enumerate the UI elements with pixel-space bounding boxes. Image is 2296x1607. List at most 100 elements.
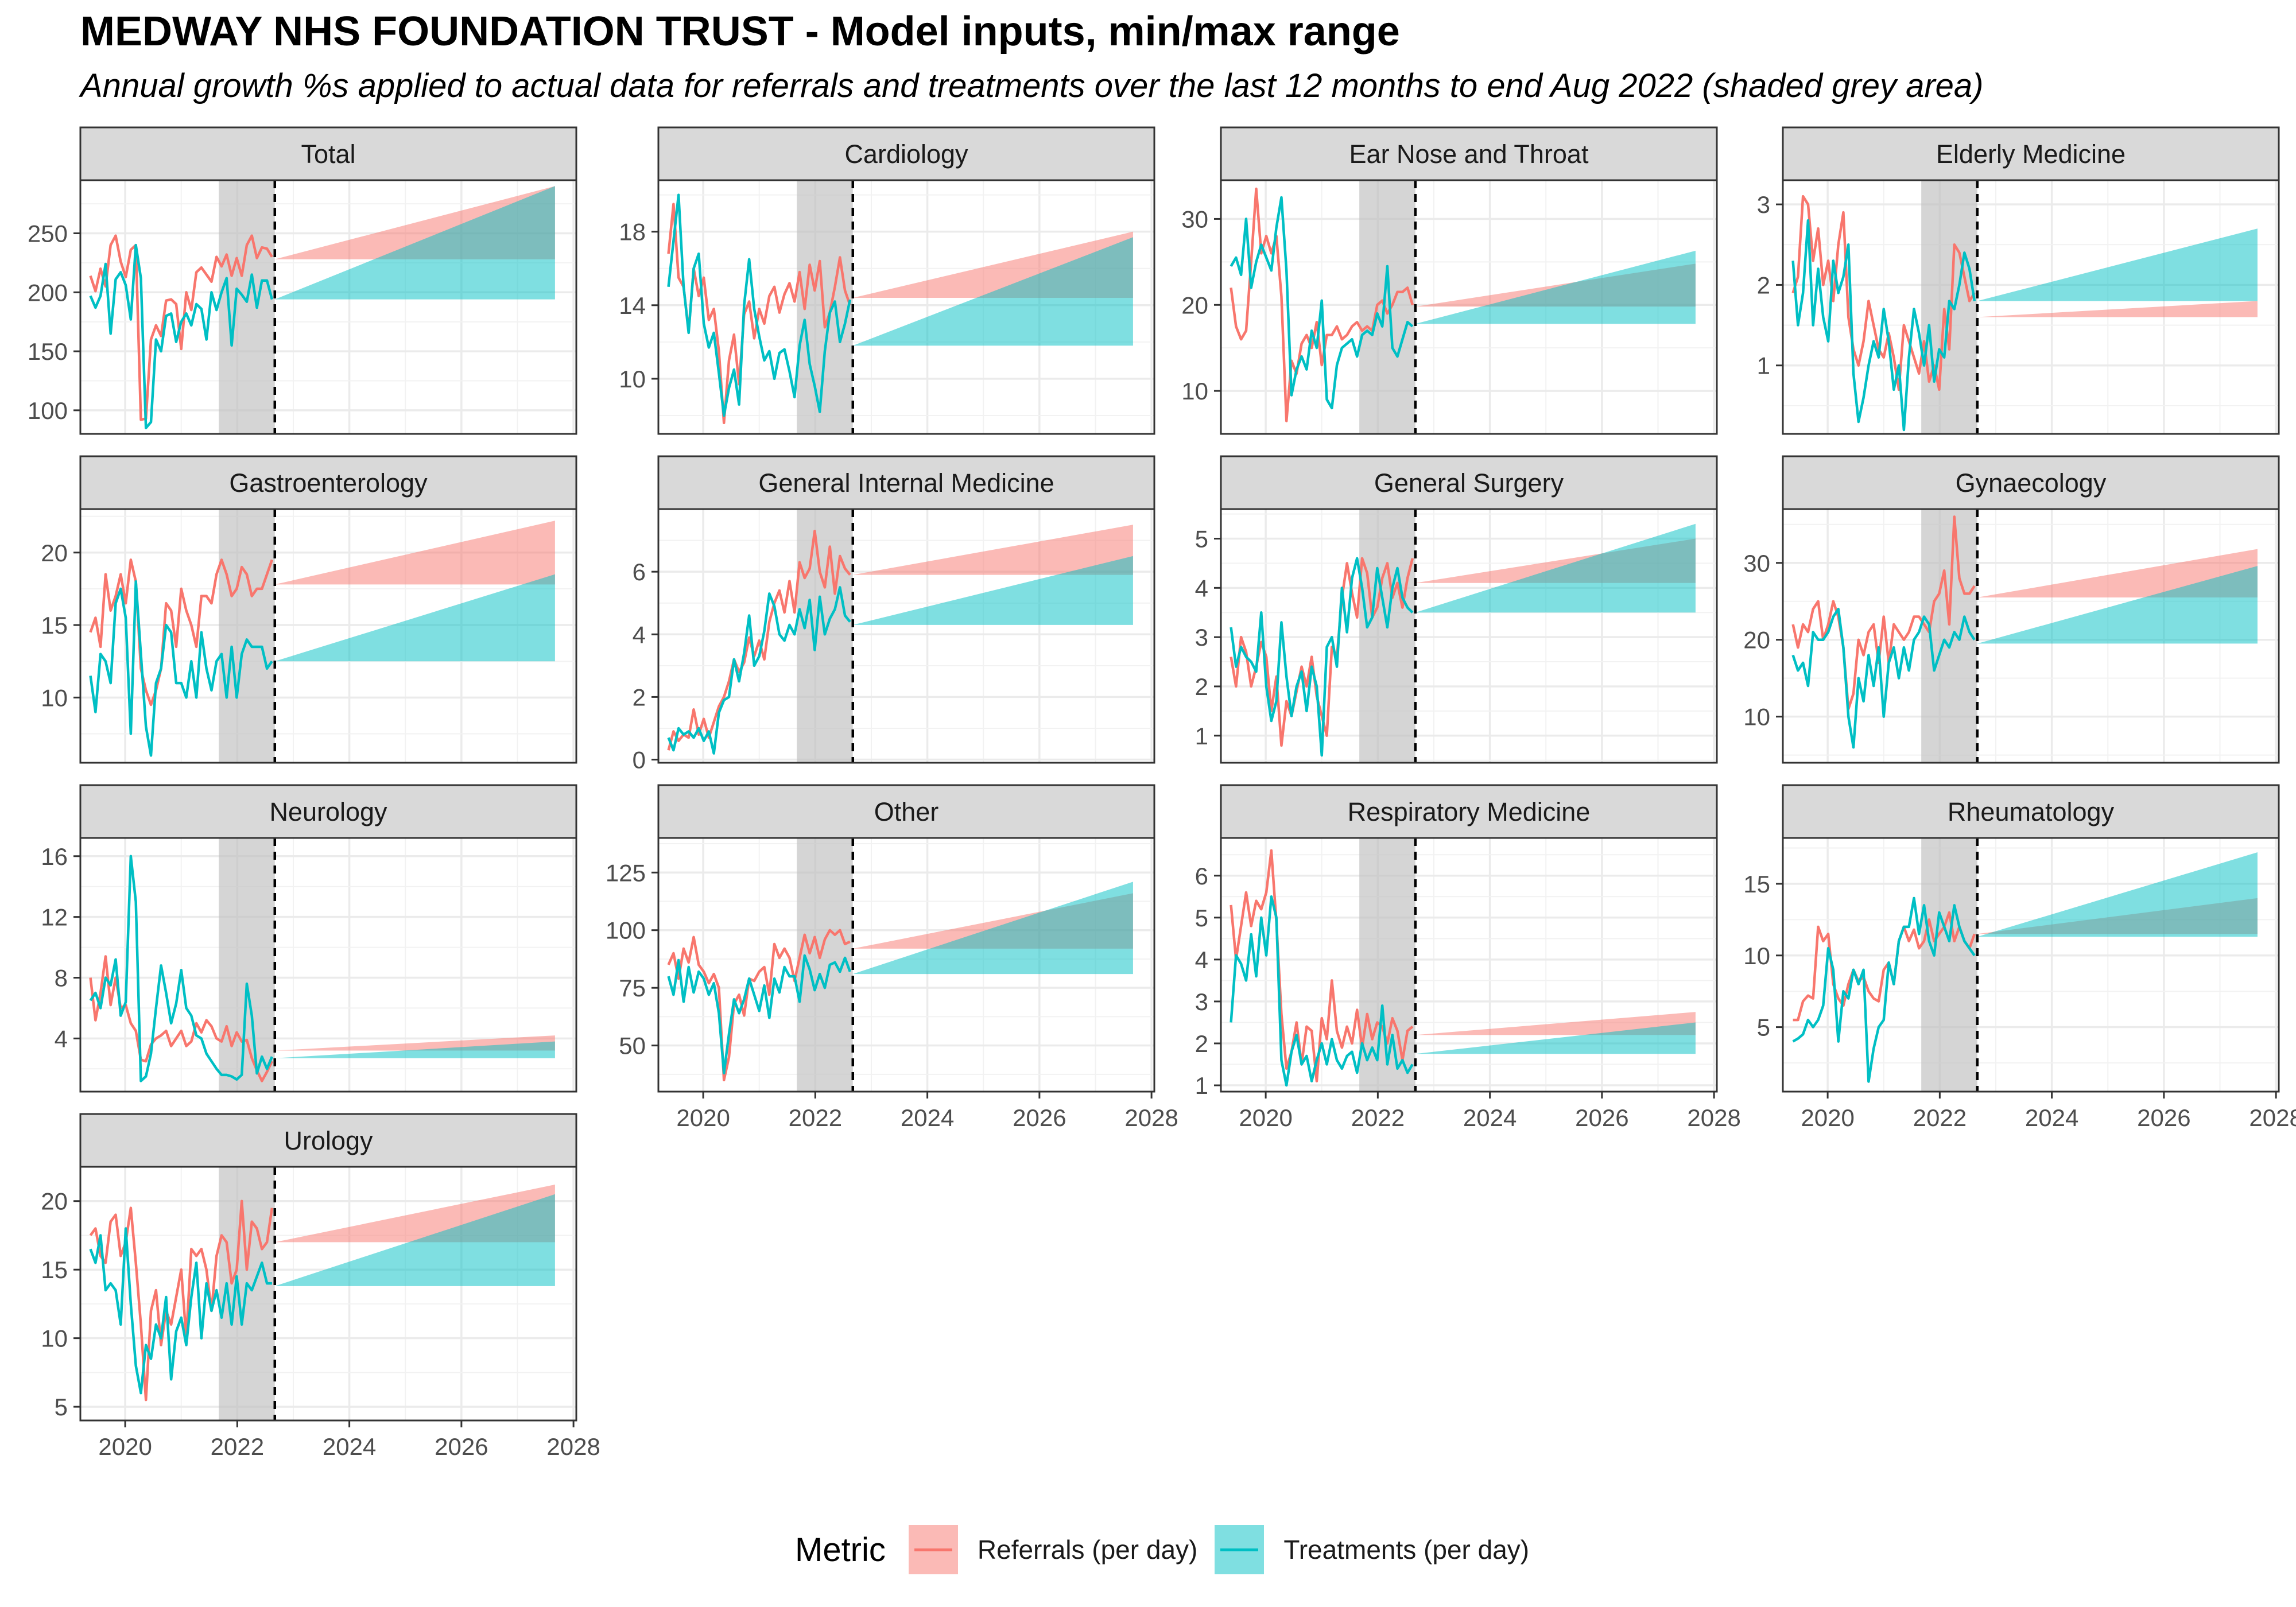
x-tick-label: 2028 xyxy=(1687,1104,1740,1131)
legend-item-referrals: Referrals (per day) xyxy=(908,1525,1198,1574)
referrals-projection-range xyxy=(1977,301,2258,317)
referrals-line xyxy=(1791,195,1976,391)
facet-panel: Gynaecology 10 20 30 xyxy=(1743,455,2280,764)
x-tick-label: 2022 xyxy=(1351,1104,1405,1131)
y-tick-label: 3 xyxy=(1757,191,1770,218)
facet-strip-label: Urology xyxy=(284,1126,373,1155)
y-tick-label: 3 xyxy=(1195,988,1208,1015)
y-tick-label: 14 xyxy=(619,292,646,319)
x-tick-label: 2020 xyxy=(676,1104,730,1131)
actual-window-shade xyxy=(219,838,275,1092)
x-tick-label: 2028 xyxy=(546,1433,600,1460)
y-tick-label: 15 xyxy=(41,612,68,639)
facet-strip xyxy=(79,1113,577,1168)
treatments-line xyxy=(1230,196,1414,410)
y-tick-label: 4 xyxy=(55,1025,68,1052)
facet-strip-label: Rheumatology xyxy=(1948,797,2115,826)
facet-strip-label: Total xyxy=(301,139,355,169)
panel-border xyxy=(1782,179,2280,435)
y-tick-label: 0 xyxy=(633,747,646,774)
y-tick-label: 20 xyxy=(41,1188,68,1215)
facet-strip-label: Neurology xyxy=(269,797,387,826)
treatments-projection-range xyxy=(274,1041,555,1058)
chart-subtitle: Annual growth %s applied to actual data … xyxy=(80,67,1984,104)
facet-panel: Gastroenterology 10 15 20 xyxy=(41,455,577,764)
referrals-line xyxy=(667,929,851,1082)
facet-panel: Total 100 150 200 250 xyxy=(28,126,577,435)
y-tick-label: 2 xyxy=(1757,271,1770,298)
actual-window-shade xyxy=(219,509,275,763)
x-tick-label: 2026 xyxy=(1013,1104,1066,1131)
y-tick-label: 150 xyxy=(28,338,68,365)
panel-border xyxy=(1220,179,1718,435)
y-tick-label: 5 xyxy=(1195,525,1208,552)
actual-window-shade xyxy=(1359,180,1415,434)
y-tick-label: 20 xyxy=(1743,627,1770,654)
treatments-line xyxy=(1791,607,1976,749)
treatments-projection-range xyxy=(274,574,555,662)
y-tick-label: 12 xyxy=(41,904,68,931)
x-tick-label: 2028 xyxy=(2249,1104,2296,1131)
actual-window-shade xyxy=(1359,509,1415,763)
facet-strip xyxy=(79,455,577,510)
panel-plot-area xyxy=(1221,509,1717,763)
legend-label-treatments: Treatments (per day) xyxy=(1283,1535,1530,1565)
y-tick-label: 250 xyxy=(28,220,68,247)
referrals-projection-range xyxy=(1415,1012,1696,1035)
x-tick-label: 2028 xyxy=(1124,1104,1178,1131)
referrals-line xyxy=(1230,187,1414,422)
legend-title: Metric xyxy=(795,1531,886,1569)
panel-plot-area xyxy=(1221,838,1717,1092)
x-tick-label: 2020 xyxy=(98,1433,152,1460)
facet-panel: Cardiology 10 14 18 xyxy=(619,126,1155,435)
treatments-projection-range xyxy=(1415,1022,1696,1054)
facet-strip-label: General Internal Medicine xyxy=(758,468,1054,498)
y-tick-label: 8 xyxy=(55,964,68,991)
facet-strip-label: Respiratory Medicine xyxy=(1348,797,1591,826)
legend-label-referrals: Referrals (per day) xyxy=(977,1535,1198,1565)
y-tick-label: 15 xyxy=(41,1256,68,1283)
treatments-projection-range xyxy=(1977,852,2258,937)
y-tick-label: 18 xyxy=(619,219,646,246)
treatments-projection-range xyxy=(274,186,555,300)
panel-plot-area xyxy=(1221,180,1717,434)
facet-strip-label: Ear Nose and Throat xyxy=(1349,139,1589,169)
panel-plot-area xyxy=(1783,838,2279,1092)
facet-panel: Respiratory Medicine 1 2 3 4 5 6 2020 2022 2024 20… xyxy=(1195,784,1741,1131)
treatments-line xyxy=(1230,557,1414,757)
y-tick-label: 1 xyxy=(1757,352,1770,379)
referrals-line xyxy=(89,1200,274,1402)
x-tick-label: 2020 xyxy=(1239,1104,1292,1131)
actual-window-shade xyxy=(1921,838,1977,1092)
x-tick-label: 2024 xyxy=(1463,1104,1517,1131)
y-tick-label: 6 xyxy=(633,558,646,585)
y-tick-label: 2 xyxy=(633,684,646,711)
facet-strip xyxy=(79,784,577,839)
treatments-projection-range xyxy=(852,237,1133,346)
panel-plot-area xyxy=(658,509,1154,763)
panel-plot-area xyxy=(80,838,576,1092)
y-tick-label: 10 xyxy=(41,684,68,711)
panel-border xyxy=(657,508,1155,764)
y-tick-label: 75 xyxy=(619,975,646,1002)
facet-panel: Neurology 4 8 12 16 xyxy=(41,784,577,1093)
facet-strip xyxy=(657,455,1155,510)
facet-strip xyxy=(1220,784,1718,839)
facet-strip-label: General Surgery xyxy=(1374,468,1564,498)
facet-panel: General Internal Medicine 0 2 4 6 xyxy=(633,455,1155,774)
chart-title: MEDWAY NHS FOUNDATION TRUST - Model inpu… xyxy=(80,9,1400,55)
x-tick-label: 2022 xyxy=(211,1433,264,1460)
facet-panel: General Surgery 1 2 3 4 5 xyxy=(1195,455,1718,764)
y-tick-label: 5 xyxy=(1757,1014,1770,1041)
treatments-projection-range xyxy=(1415,523,1696,613)
x-tick-label: 2026 xyxy=(435,1433,488,1460)
panel-plot-area xyxy=(1783,509,2279,763)
legend-item-treatments: Treatments (per day) xyxy=(1215,1525,1529,1574)
panel-plot-area xyxy=(80,509,576,763)
facet-strip-label: Cardiology xyxy=(844,139,968,169)
treatments-projection-range xyxy=(852,556,1133,625)
y-tick-label: 3 xyxy=(1195,624,1208,651)
panel-plot-area xyxy=(80,1167,576,1420)
x-tick-label: 2026 xyxy=(1575,1104,1628,1131)
